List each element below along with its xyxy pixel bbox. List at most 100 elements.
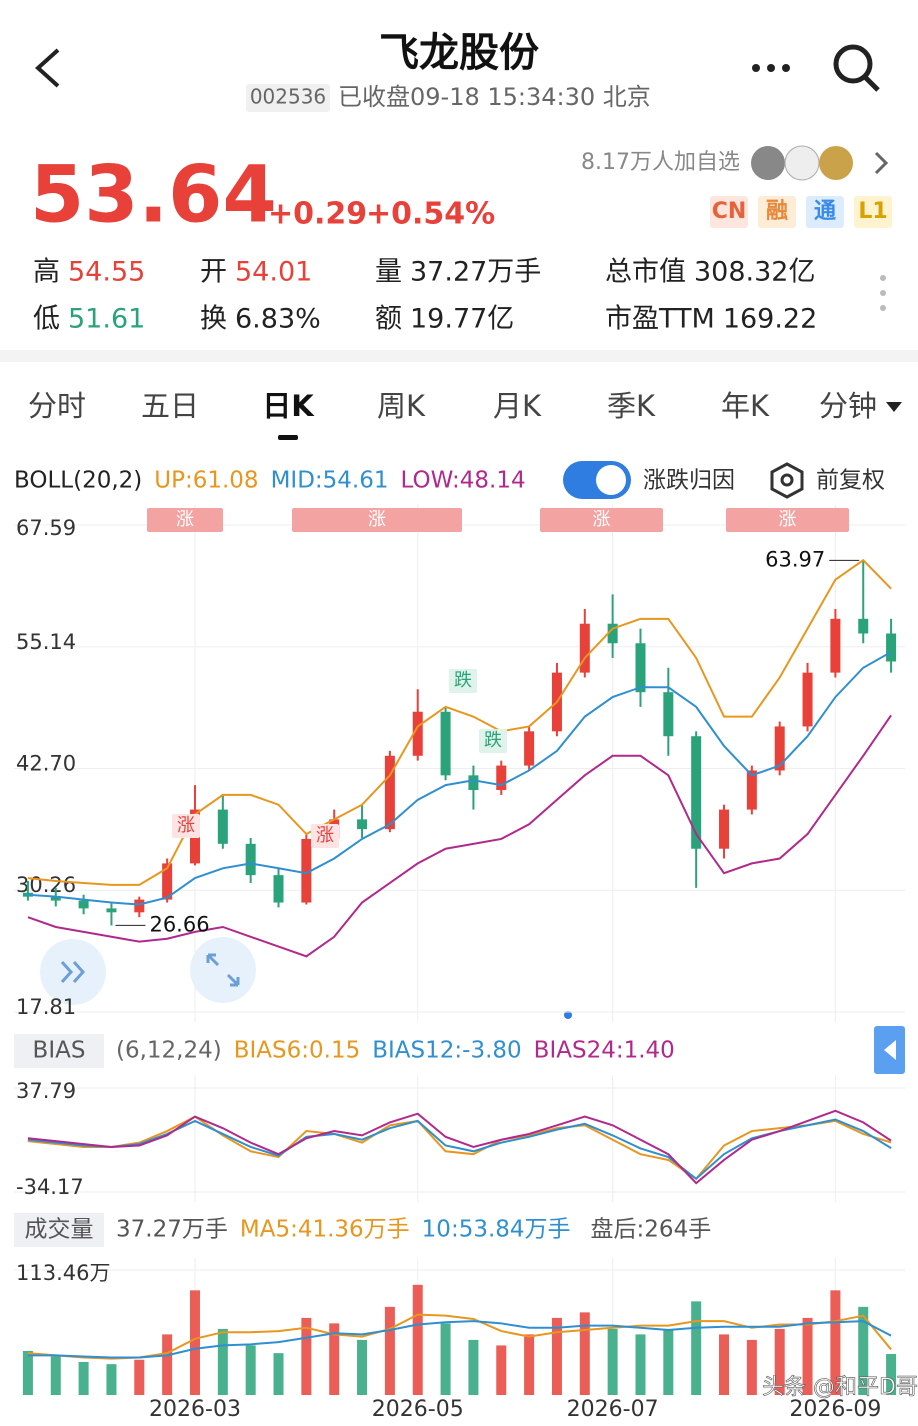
watermark: 头条 @和平D哥 xyxy=(762,1375,918,1400)
volume-bar xyxy=(189,1290,200,1395)
stat-label: 换 xyxy=(200,304,227,335)
tab[interactable]: 分钟 xyxy=(819,389,877,423)
annotation[interactable]: 涨 xyxy=(368,509,386,530)
candle-body xyxy=(635,643,646,693)
bias-badge xyxy=(14,1034,104,1068)
volume-bar xyxy=(579,1312,590,1395)
candle-body xyxy=(273,875,284,903)
volume-bar xyxy=(22,1350,33,1395)
volume-bar xyxy=(886,1353,897,1395)
min-label: 26.66 xyxy=(149,912,209,936)
tab[interactable]: 季K xyxy=(607,389,656,423)
candle-body xyxy=(162,863,173,900)
annotation[interactable]: 跌 xyxy=(484,730,502,751)
candle-body xyxy=(496,765,507,791)
stat-label: 市盈TTM xyxy=(605,304,715,335)
stat-label: 高 xyxy=(33,257,60,288)
volume-bar xyxy=(384,1306,395,1395)
tab-dropdown xyxy=(886,402,902,412)
search-button[interactable] xyxy=(833,44,880,92)
volume-bar xyxy=(273,1353,284,1395)
volume-bar xyxy=(106,1364,117,1395)
annotation[interactable]: 跌 xyxy=(454,670,472,691)
followers-arrow[interactable] xyxy=(874,151,889,175)
candle-body xyxy=(774,726,785,771)
price-change: +0.29 xyxy=(268,197,367,232)
annotation[interactable]: 涨 xyxy=(176,509,194,530)
toggle-knob xyxy=(596,465,626,495)
candle-body xyxy=(412,711,423,756)
stat-label: 量 xyxy=(375,257,402,288)
volume-bar xyxy=(774,1328,785,1395)
tab[interactable]: 月K xyxy=(493,389,542,423)
indicator-name: BOLL(20,2) xyxy=(14,468,142,494)
annotation[interactable]: 涨 xyxy=(316,825,334,846)
annotation-box xyxy=(479,729,507,753)
volume-bar xyxy=(691,1301,702,1395)
x-tick-label: 2026-07 xyxy=(567,1397,659,1422)
tag-badge xyxy=(806,196,844,228)
annotation-box xyxy=(726,508,849,532)
line xyxy=(27,1320,892,1359)
tab-underline xyxy=(278,435,298,440)
annotation[interactable]: 涨 xyxy=(779,509,797,530)
price-change-pct: +0.54% xyxy=(366,197,495,232)
followers: 8.17万人加自选 xyxy=(581,150,740,175)
volume-bar xyxy=(440,1323,451,1395)
annotation[interactable]: 涨 xyxy=(177,815,195,836)
scroll-icon xyxy=(60,960,86,984)
legend-entry: BIAS24:1.40 xyxy=(534,1038,675,1064)
collapse-icon xyxy=(884,1040,896,1060)
tab[interactable]: 日K xyxy=(262,389,315,423)
line xyxy=(27,651,892,906)
indicator-name: 成交量 xyxy=(25,1217,94,1243)
volume-bar xyxy=(134,1359,145,1395)
legend-entry: 10:53.84万手 xyxy=(422,1217,571,1243)
candle-body xyxy=(78,900,89,909)
adjust-icon[interactable] xyxy=(770,462,804,499)
stock-code: 002536 xyxy=(250,85,326,109)
candle-body xyxy=(858,618,869,634)
volume-bar xyxy=(830,1290,841,1395)
annotation[interactable]: 涨 xyxy=(593,509,611,530)
line xyxy=(27,1115,892,1181)
expand-button[interactable] xyxy=(190,937,256,1003)
toggle-label[interactable]: 涨跌归因 xyxy=(643,468,735,494)
tag: CN xyxy=(712,199,747,224)
y-tick-label: -34.17 xyxy=(16,1175,84,1199)
y-tick-label: 55.14 xyxy=(16,630,76,654)
candle-body xyxy=(830,618,841,673)
volume-current: 37.27万手 xyxy=(116,1217,228,1243)
volume-bar xyxy=(746,1339,757,1395)
side-dots[interactable] xyxy=(880,275,886,311)
tab[interactable]: 分时 xyxy=(28,389,86,423)
line xyxy=(27,1118,892,1181)
tab[interactable]: 五日 xyxy=(141,389,199,423)
x-tick-label: 2026-03 xyxy=(149,1397,241,1422)
indicator-name: BIAS xyxy=(33,1038,86,1064)
candle-body xyxy=(886,633,897,662)
x-tick-label: 2026-09 xyxy=(789,1397,881,1422)
tab[interactable]: 年K xyxy=(721,389,770,423)
volume-bar xyxy=(357,1339,368,1395)
candle-body xyxy=(802,672,813,727)
page-dot xyxy=(564,1011,572,1019)
candle-body xyxy=(106,908,117,913)
volume-bar xyxy=(635,1334,646,1395)
candle-body xyxy=(719,809,730,849)
volume-bar xyxy=(162,1334,173,1395)
volume-bar xyxy=(329,1323,340,1395)
volume-bar xyxy=(301,1317,312,1395)
candle-body xyxy=(691,736,702,849)
annotation-box xyxy=(540,508,663,532)
stat-value: 54.55 xyxy=(68,257,145,288)
y-tick-label: 67.59 xyxy=(16,516,76,540)
more-button[interactable] xyxy=(752,64,790,72)
y-tick-label: 113.46万 xyxy=(16,1261,110,1285)
tab[interactable]: 周K xyxy=(377,389,426,423)
adjust-label[interactable]: 前复权 xyxy=(816,468,885,494)
back-button[interactable] xyxy=(35,48,60,88)
volume-bar xyxy=(858,1306,869,1395)
stat-value: 54.01 xyxy=(235,257,312,288)
